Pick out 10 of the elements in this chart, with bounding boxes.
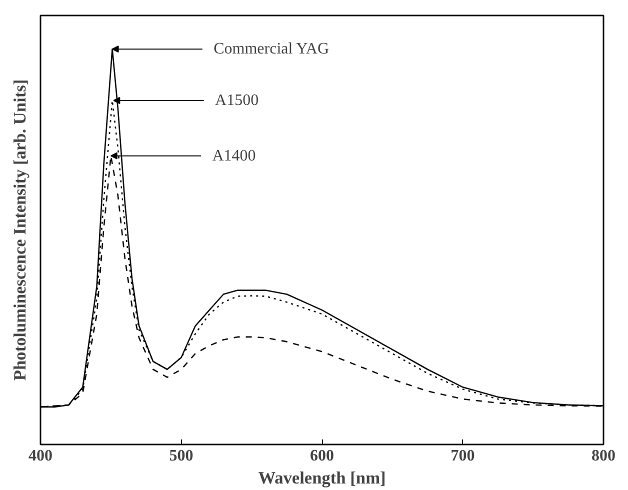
y-axis-title: Photoluminescence Intensity [arb. Units] xyxy=(10,79,30,381)
x-tick-label: 800 xyxy=(592,448,616,464)
annotation: A1500 xyxy=(215,92,259,110)
x-tick-label: 600 xyxy=(310,448,334,464)
annotation: A1400 xyxy=(212,147,256,164)
x-tick-label: 700 xyxy=(450,448,475,464)
x-tick-label: 400 xyxy=(28,448,52,464)
x-tick-label: 500 xyxy=(169,448,194,464)
annotation: Commercial YAG xyxy=(214,40,330,58)
x-axis-title: Wavelength [nm] xyxy=(258,468,386,488)
